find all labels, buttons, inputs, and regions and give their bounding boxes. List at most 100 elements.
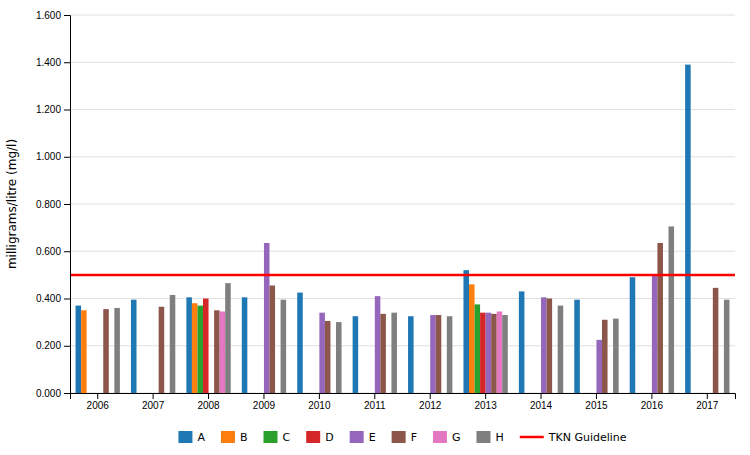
bar	[463, 270, 469, 393]
bar	[308, 393, 314, 394]
bar	[319, 313, 325, 393]
grid-line	[70, 204, 735, 205]
tick: 0.600	[36, 246, 70, 257]
bar	[430, 315, 436, 393]
legend-label: G	[452, 431, 461, 444]
legend-item: C	[264, 431, 291, 444]
series	[203, 299, 486, 394]
legend-label: F	[411, 431, 417, 444]
tick: 2014	[530, 393, 553, 411]
grid-line	[70, 251, 735, 252]
bar	[707, 393, 713, 394]
bar	[164, 393, 170, 394]
legend-item: B	[221, 431, 248, 444]
bar	[391, 313, 397, 393]
bar	[552, 393, 558, 394]
series	[76, 65, 691, 393]
tick-mark	[64, 299, 70, 300]
bar	[408, 316, 414, 393]
tick-label: 2016	[641, 400, 664, 411]
tick: 0.200	[36, 340, 70, 351]
tick-label: 0.400	[36, 293, 61, 304]
tick-label: 2011	[364, 400, 386, 411]
bar	[613, 319, 619, 393]
bar	[414, 393, 420, 394]
tick: 2006	[87, 393, 110, 411]
legend-item: TKN Guideline	[520, 431, 627, 444]
bar	[270, 286, 276, 393]
tick: 2007	[142, 393, 165, 411]
bar	[724, 300, 730, 393]
tick-label: 1.200	[36, 104, 61, 115]
bar	[148, 393, 154, 394]
bar	[192, 303, 198, 393]
bar	[696, 393, 702, 394]
tick: 0.000	[36, 388, 70, 399]
legend-label: D	[325, 431, 333, 444]
tick-label: 2010	[308, 400, 331, 411]
bar	[652, 276, 658, 393]
bar	[281, 300, 287, 393]
legend-item: A	[178, 431, 205, 444]
tick: 2017	[696, 393, 719, 411]
bar	[186, 297, 192, 393]
tick: 1.200	[36, 104, 70, 115]
axis-line	[71, 394, 736, 400]
bar	[558, 306, 564, 393]
tick: 2009	[253, 393, 276, 411]
plot: 0.0000.2000.4000.6000.8001.0001.2001.400…	[36, 10, 736, 411]
grid	[70, 15, 735, 393]
legend-item: G	[433, 431, 461, 444]
tick: 2013	[475, 393, 498, 411]
bar	[436, 315, 442, 393]
bar	[358, 393, 364, 394]
bar	[475, 304, 481, 393]
legend-swatch	[178, 431, 192, 443]
bar	[585, 393, 591, 394]
bar	[425, 393, 431, 394]
tick: 2016	[641, 393, 664, 411]
bar	[114, 308, 120, 393]
tick-mark	[430, 393, 431, 399]
bar	[297, 293, 303, 393]
bar	[635, 393, 641, 394]
legend: ABCDEFGHTKN Guideline	[178, 431, 626, 444]
bar	[713, 288, 719, 393]
bar	[109, 393, 115, 394]
tick-label: 0.200	[36, 340, 61, 351]
bar	[480, 313, 486, 393]
bar	[336, 322, 342, 393]
bar	[419, 393, 425, 394]
bar	[369, 393, 375, 394]
tick-label: 2008	[197, 400, 220, 411]
bar	[536, 393, 542, 394]
tick-mark	[153, 393, 154, 399]
bar	[486, 313, 492, 393]
bar	[87, 393, 93, 394]
bar	[386, 393, 392, 394]
tick-label: 2012	[419, 400, 442, 411]
tick-mark	[651, 393, 652, 399]
bar	[330, 393, 336, 394]
bar	[541, 297, 547, 393]
tick-label: 1.400	[36, 57, 61, 68]
bar	[275, 393, 281, 394]
legend-swatch	[221, 431, 235, 443]
bar	[702, 393, 708, 394]
bar	[580, 393, 586, 394]
tick-mark	[541, 393, 542, 399]
legend-swatch	[433, 431, 447, 443]
grid-line	[70, 109, 735, 110]
legend-item: F	[392, 431, 417, 444]
legend-swatch	[264, 431, 278, 443]
tick: 1.400	[36, 57, 70, 68]
tick-label: 0.000	[36, 388, 61, 399]
bar	[314, 393, 320, 394]
bar	[242, 297, 248, 393]
tick-label: 2007	[142, 400, 165, 411]
bar	[264, 243, 270, 393]
bar	[669, 226, 675, 393]
y-axis-title: milligrams/litre (mg/l)	[5, 139, 19, 269]
legend-label: H	[495, 431, 503, 444]
y-axis: 0.0000.2000.4000.6000.8001.0001.2001.400…	[36, 10, 71, 399]
